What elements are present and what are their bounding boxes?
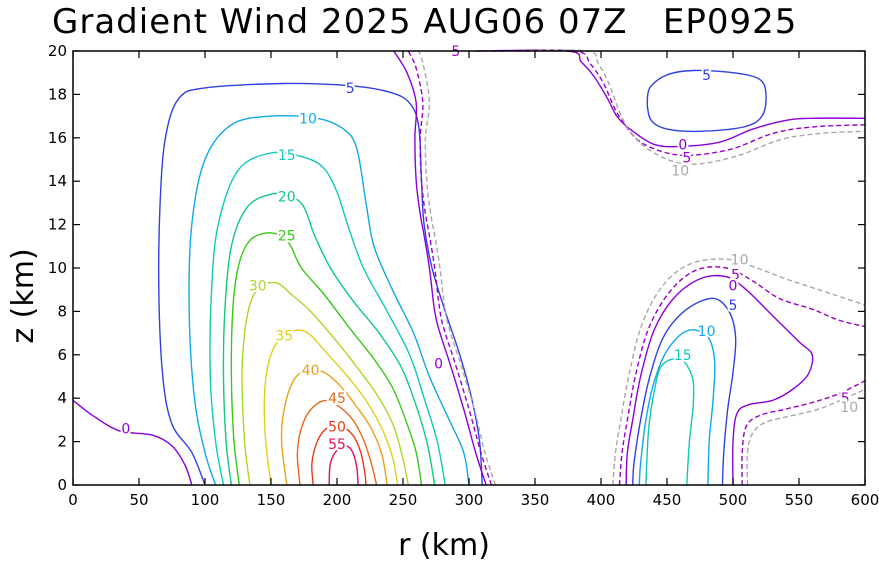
contour-line-50-10: [311, 425, 367, 486]
contour-label-22: 10: [698, 324, 716, 340]
x-tick-label-1: 50: [129, 491, 148, 509]
x-tick-label-7: 350: [521, 491, 550, 509]
contour-label-1: 10: [299, 111, 317, 127]
contour-layer: [72, 49, 866, 486]
x-tick-label-10: 500: [719, 491, 748, 509]
x-tick-label-2: 100: [191, 491, 220, 509]
x-tick-label-11: 550: [785, 491, 814, 509]
contour-label-layer: 5101520253035404550550055051010505101551…: [119, 42, 860, 455]
y-tick-label-10: 20: [48, 42, 67, 60]
contour-line-20-4: [222, 192, 436, 486]
contour-label-0: 5: [346, 81, 355, 97]
contour-line-neg5-23: [618, 266, 866, 486]
contour-line-5-1: [157, 82, 483, 486]
contour-label-23: 15: [674, 348, 692, 364]
x-tick-label-5: 250: [389, 491, 418, 509]
contour-label-25: 10: [840, 400, 858, 416]
contour-line-neg10-17: [521, 49, 866, 165]
contour-line-neg5-25: [741, 380, 866, 486]
contour-label-3: 20: [278, 189, 296, 205]
y-axis-title: z (km): [6, 248, 41, 343]
y-tick-label-3: 6: [57, 346, 67, 364]
x-axis-ticks: 0 50 100 150 200 250 300 350 400 450 500 550 600: [68, 51, 879, 509]
contour-label-2: 15: [278, 148, 296, 164]
contour-line-10-2: [188, 114, 470, 486]
contour-line-0-22: [625, 274, 814, 486]
contour-line-40-8: [280, 368, 388, 486]
contour-line-10-20: [638, 329, 716, 486]
contour-label-18: 10: [731, 252, 749, 268]
contour-line-neg10-14: [418, 50, 497, 486]
y-tick-label-2: 4: [57, 389, 67, 407]
contour-label-16: 5: [682, 150, 691, 166]
contour-label-19: 5: [731, 268, 740, 284]
contour-line-35-7: [263, 329, 399, 486]
contour-line-0-15: [475, 49, 866, 148]
chart-title: Gradient Wind 2025 AUG06 07Z EP0925: [52, 2, 797, 42]
contour-label-4: 25: [278, 229, 296, 245]
contour-label-24: 5: [841, 391, 850, 407]
x-tick-label-0: 0: [68, 491, 78, 509]
y-tick-label-1: 2: [57, 433, 67, 451]
x-tick-label-9: 450: [653, 491, 682, 509]
contour-label-15: 0: [678, 137, 687, 153]
x-tick-label-8: 400: [587, 491, 616, 509]
contour-line-neg10-24: [612, 258, 866, 486]
y-tick-label-7: 14: [48, 172, 67, 190]
contour-line-25-5: [230, 232, 423, 486]
contour-line-0-12: [393, 50, 487, 486]
contour-label-14: 5: [702, 68, 711, 84]
contour-line-15-21: [645, 357, 695, 486]
x-axis-title: r (km): [398, 528, 490, 561]
contour-label-10: 55: [328, 437, 346, 453]
contour-label-6: 35: [275, 328, 293, 344]
y-tick-label-4: 8: [57, 302, 67, 320]
contour-line-15-3: [209, 151, 446, 486]
contour-label-17: 10: [671, 163, 689, 179]
contour-line-5-18: [646, 69, 767, 133]
contour-line-5-19: [632, 297, 737, 486]
contour-line-30-6: [241, 281, 409, 486]
contour-label-12: 0: [434, 357, 443, 373]
y-tick-label-6: 12: [48, 216, 67, 234]
contour-label-8: 45: [328, 391, 346, 407]
x-tick-label-3: 150: [257, 491, 286, 509]
contour-label-5: 30: [249, 278, 267, 294]
x-tick-label-6: 300: [455, 491, 484, 509]
y-tick-label-5: 10: [48, 259, 67, 277]
y-tick-label-0: 0: [57, 476, 67, 494]
contour-label-20: 0: [729, 278, 738, 294]
contour-line-0-0: [72, 399, 193, 486]
contour-label-7: 40: [302, 363, 320, 379]
y-tick-label-9: 18: [48, 85, 67, 103]
contour-label-13: 5: [451, 44, 460, 60]
contour-line-55-11: [328, 445, 359, 486]
contour-line-45-9: [296, 399, 378, 486]
contour-label-21: 5: [729, 298, 738, 314]
x-tick-label-4: 200: [323, 491, 352, 509]
contour-label-9: 50: [328, 419, 346, 435]
y-axis-ticks: 0 2 4 6 8 10 12 14 16 18 20: [48, 42, 865, 494]
contour-line-neg10-26: [746, 388, 866, 486]
y-tick-label-8: 16: [48, 129, 67, 147]
contour-label-11: 0: [121, 422, 130, 438]
contour-line-neg5-13: [407, 50, 493, 486]
x-tick-label-12: 600: [851, 491, 879, 509]
